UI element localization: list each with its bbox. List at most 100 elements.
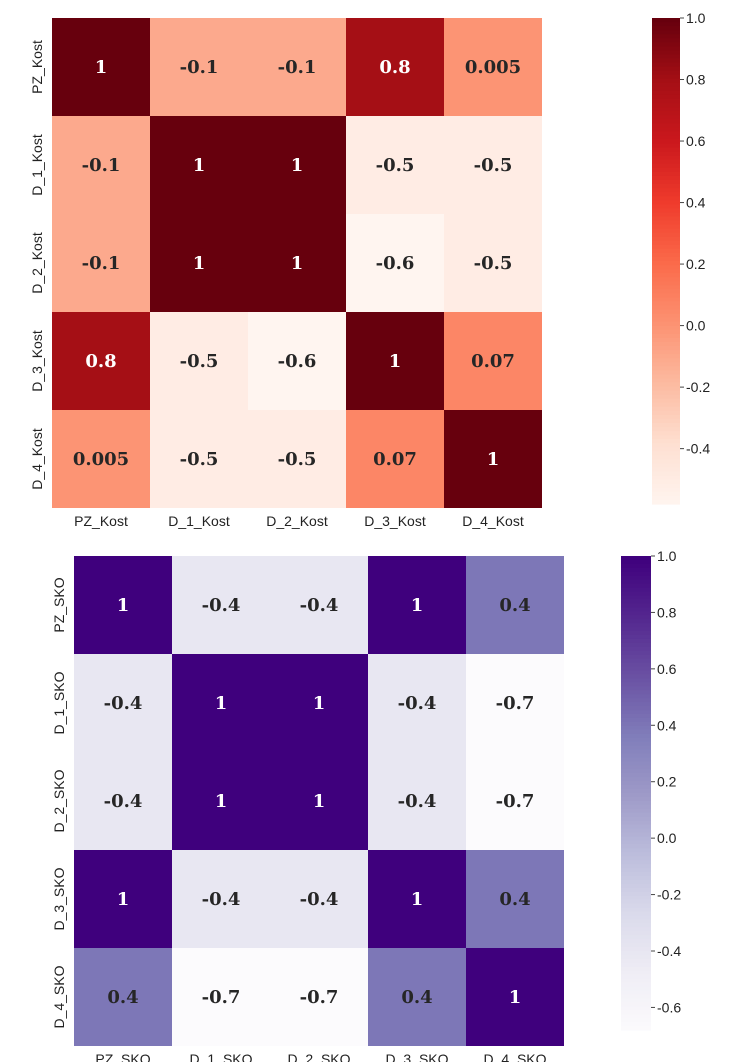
colorbar-gradient-segment <box>621 670 651 676</box>
colorbar-gradient-segment <box>621 567 651 573</box>
colorbar-tick-label: 0.0 <box>657 830 677 846</box>
colorbar-gradient-segment <box>652 74 680 80</box>
colorbar-gradient-segment <box>621 650 651 656</box>
colorbar-gradient-segment <box>652 212 680 218</box>
x-tick-label: D_3_Kost <box>364 513 426 529</box>
colorbar-gradient-segment <box>621 654 651 660</box>
colorbar-gradient-segment <box>652 224 680 230</box>
colorbar-gradient-segment <box>652 248 680 254</box>
cell-value-label: -0.5 <box>180 351 219 372</box>
cell-value-label: -0.4 <box>300 595 339 616</box>
colorbar-gradient-segment <box>652 418 680 424</box>
cell-value-label: 0.4 <box>401 987 432 1008</box>
colorbar-gradient-segment <box>652 394 680 400</box>
colorbar-gradient-segment <box>621 635 651 640</box>
colorbar-gradient-segment <box>652 143 680 149</box>
heatmap-cell <box>52 312 150 410</box>
colorbar-gradient-segment <box>621 832 651 838</box>
colorbar-gradient-segment <box>621 994 651 999</box>
heatmap-cell <box>52 214 150 312</box>
colorbar-gradient-segment <box>652 90 680 96</box>
cell-value-label: 1 <box>193 253 206 274</box>
colorbar-gradient-segment <box>652 370 680 375</box>
cell-value-label: -0.7 <box>202 987 241 1008</box>
colorbar-gradient-segment <box>621 852 651 857</box>
cell-value-label: 1 <box>193 155 206 176</box>
colorbar-gradient-segment <box>621 800 651 806</box>
colorbar-gradient-segment <box>621 706 651 711</box>
heatmap-cell <box>248 116 346 214</box>
colorbar-gradient-segment <box>652 123 680 128</box>
colorbar-gradient-segment <box>652 297 680 303</box>
cell-value-label: -0.5 <box>376 155 415 176</box>
colorbar-gradient-segment <box>652 58 680 64</box>
heatmap-cell <box>172 948 270 1046</box>
x-tick-label: D_1_Kost <box>168 513 230 529</box>
heatmap-cell <box>368 850 466 948</box>
colorbar-gradient-segment <box>652 127 680 132</box>
cell-value-label: -0.4 <box>202 595 241 616</box>
colorbar-gradient-segment <box>621 615 651 620</box>
colorbar-gradient-segment <box>652 390 680 396</box>
heatmap-cell <box>248 312 346 410</box>
heatmap-cell <box>150 312 248 410</box>
x-tick-label: D_3_SKO <box>385 1051 448 1062</box>
colorbar-gradient-segment <box>621 907 651 913</box>
colorbar-gradient-segment <box>652 309 680 315</box>
heatmap-cell <box>444 214 542 312</box>
colorbar-gradient-segment <box>621 899 651 905</box>
colorbar-gradient-segment <box>652 50 680 56</box>
colorbar-gradient-segment <box>621 721 651 727</box>
heatmap-cell <box>74 948 172 1046</box>
cell-value-label: 0.005 <box>465 57 521 78</box>
cell-value-label: 1 <box>509 987 522 1008</box>
colorbar-gradient-segment <box>652 402 680 408</box>
colorbar-gradient-segment <box>621 868 651 873</box>
colorbar-gradient-segment <box>652 62 680 68</box>
cell-value-label: 1 <box>313 791 326 812</box>
heatmap-cell <box>368 556 466 654</box>
y-tick-label: D_2_SKO <box>51 769 67 832</box>
heatmap-cell <box>444 410 542 508</box>
cell-value-label: 0.4 <box>499 889 530 910</box>
colorbar-gradient-segment <box>621 638 651 644</box>
colorbar-gradient-segment <box>652 439 680 444</box>
colorbar-gradient-segment <box>621 1026 651 1031</box>
colorbar-gradient-segment <box>621 848 651 853</box>
heatmap-cell <box>466 948 564 1046</box>
colorbar-gradient-segment <box>652 435 680 440</box>
colorbar-gradient-segment <box>652 459 680 465</box>
colorbar-gradient-segment <box>652 103 680 108</box>
colorbar-gradient-segment <box>652 386 680 392</box>
colorbar-tick-label: -0.2 <box>686 379 710 395</box>
colorbar-gradient-segment <box>652 200 680 205</box>
colorbar-gradient-segment <box>652 70 680 76</box>
colorbar-gradient-segment <box>621 919 651 924</box>
colorbar-tick-label: 0.8 <box>686 72 706 88</box>
colorbar-gradient-segment <box>652 94 680 100</box>
colorbar-gradient-segment <box>652 192 680 197</box>
cell-value-label: 0.8 <box>379 57 410 78</box>
colorbar-gradient-segment <box>621 887 651 893</box>
colorbar-gradient-segment <box>652 471 680 477</box>
colorbar-gradient-segment <box>621 642 651 648</box>
y-tick-label: PZ_SKO <box>51 577 67 632</box>
colorbar-tick-label: 0.4 <box>657 717 677 733</box>
colorbar-gradient-segment <box>652 273 680 278</box>
colorbar-gradient-segment <box>652 277 680 282</box>
colorbar-gradient-segment <box>652 18 680 23</box>
colorbar-gradient-segment <box>652 317 680 323</box>
colorbar-gradient-segment <box>652 131 680 137</box>
colorbar-gradient-segment <box>621 844 651 849</box>
heatmap-cell <box>270 850 368 948</box>
colorbar-gradient-segment <box>652 410 680 416</box>
colorbar-gradient-segment <box>652 374 680 380</box>
colorbar-gradient-segment <box>652 455 680 461</box>
colorbar-gradient-segment <box>621 631 651 636</box>
colorbar-gradient-segment <box>652 175 680 181</box>
heatmap-cell <box>150 214 248 312</box>
colorbar-gradient-segment <box>621 911 651 917</box>
colorbar-gradient-segment <box>621 583 651 589</box>
colorbar-tick-label: 0.8 <box>657 604 677 620</box>
cell-value-label: 1 <box>411 889 424 910</box>
